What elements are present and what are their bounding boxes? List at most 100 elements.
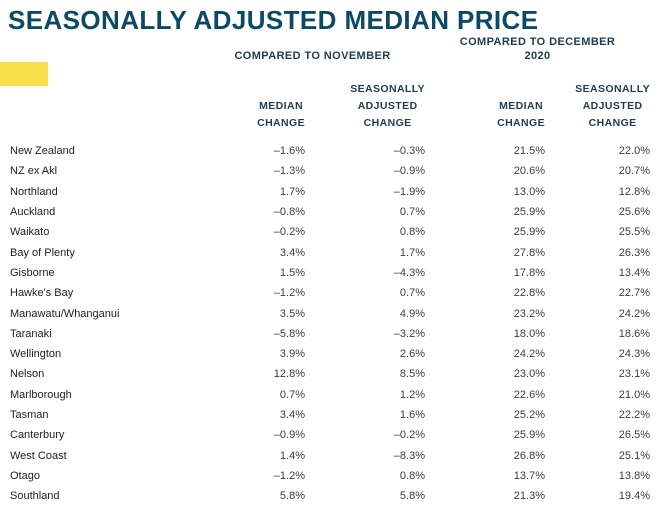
value-cell: 0.7% [399,287,425,300]
table-row: Tasman 3.4% 1.6% 25.2% 22.2% [0,405,660,425]
table-row: Southland 5.8% 5.8% 21.3% 19.4% [0,486,660,506]
value-cell: –0.8% [273,206,305,219]
value-cell: –3.2% [393,327,425,340]
yellow-accent-bar [0,62,48,86]
value-cell: 26.3% [618,246,650,259]
value-cell: 20.6% [513,165,545,178]
table-row: Nelson 12.8% 8.5% 23.0% 23.1% [0,364,660,384]
median-price-table: COMPARED TO NOVEMBER COMPARED TO DECEMBE… [0,35,660,506]
value-cell: –1.2% [273,469,305,482]
value-cell: –8.3% [393,449,425,462]
region-name: Canterbury [10,429,65,442]
value-cell: 25.9% [513,226,545,239]
column-header-cell: MEDIAN CHANGE [425,98,545,132]
value-cell: 0.8% [399,226,425,239]
table-row: Wellington 3.9% 2.6% 24.2% 24.3% [0,344,660,364]
value-cell: 25.6% [618,206,650,219]
value-cell: 22.7% [618,287,650,300]
column-header-cell: SEASONALLY ADJUSTED CHANGE [545,81,650,132]
value-cell: –1.9% [393,185,425,198]
table-row: Canterbury –0.9% –0.2% 25.9% 26.5% [0,425,660,445]
group-header-december-2020: COMPARED TO DECEMBER 2020 [459,36,616,62]
value-cell: –1.3% [273,165,305,178]
table-row: Waikato –0.2% 0.8% 25.9% 25.5% [0,222,660,242]
region-name: Bay of Plenty [10,246,75,259]
value-cell: 1.2% [399,388,425,401]
value-cell: 5.8% [399,490,425,503]
value-cell: 1.7% [399,246,425,259]
table-row: Marlborough 0.7% 1.2% 22.6% 21.0% [0,385,660,405]
value-cell: 0.8% [399,469,425,482]
region-name: Wellington [10,348,62,361]
value-cell: 1.4% [279,449,305,462]
value-cell: 21.5% [513,145,545,158]
value-cell: –0.2% [393,429,425,442]
value-cell: 4.9% [399,307,425,320]
region-name: West Coast [10,449,67,462]
table-row: New Zealand –1.6% –0.3% 21.5% 22.0% [0,141,660,161]
value-cell: 24.2% [513,348,545,361]
region-name: Auckland [10,206,56,219]
page-title: SEASONALLY ADJUSTED MEDIAN PRICE [8,5,539,35]
value-cell: 8.5% [399,368,425,381]
value-cell: 27.8% [513,246,545,259]
value-cell: 22.8% [513,287,545,300]
region-name: Nelson [10,368,45,381]
region-name: Southland [10,490,60,503]
table-row: Manawatu/Whanganui 3.5% 4.9% 23.2% 24.2% [0,303,660,323]
value-cell: 12.8% [273,368,305,381]
region-name: Gisborne [10,266,55,279]
value-cell: –0.9% [393,165,425,178]
value-cell: 21.0% [618,388,650,401]
table-row: Auckland –0.8% 0.7% 25.9% 25.6% [0,202,660,222]
table-row: Hawke's Bay –1.2% 0.7% 22.8% 22.7% [0,283,660,303]
region-name: Manawatu/Whanganui [10,307,120,320]
value-cell: 12.8% [618,185,650,198]
value-cell: 13.7% [513,469,545,482]
region-name: Waikato [10,226,50,239]
region-name: Hawke's Bay [10,287,74,300]
value-cell: –0.2% [273,226,305,239]
value-cell: –1.2% [273,287,305,300]
value-cell: 3.4% [279,409,305,421]
value-cell: 2.6% [399,348,425,361]
value-cell: 3.4% [279,246,305,259]
table-row: Gisborne 1.5% –4.3% 17.8% 13.4% [0,263,660,283]
table-row: Otago –1.2% 0.8% 13.7% 13.8% [0,466,660,486]
value-cell: 1.5% [279,266,305,279]
value-cell: 23.0% [513,368,545,381]
value-cell: 26.5% [618,429,650,442]
value-cell: 23.2% [513,307,545,320]
table-row: NZ ex Akl –1.3% –0.9% 20.6% 20.7% [0,161,660,181]
value-cell: 25.2% [513,409,545,421]
value-cell: 1.6% [399,409,425,421]
value-cell: 24.2% [618,307,650,320]
value-cell: 22.2% [618,409,650,421]
value-cell: 13.8% [618,469,650,482]
value-cell: 25.1% [618,449,650,462]
column-header-median-change-dec: MEDIAN CHANGE [497,100,545,129]
table-row: Northland 1.7% –1.9% 13.0% 12.8% [0,182,660,202]
region-name: Northland [10,185,58,198]
value-cell: 26.8% [513,449,545,462]
value-cell: 17.8% [513,266,545,279]
value-cell: –0.3% [393,145,425,158]
column-header-seasonally-adjusted-change-nov: SEASONALLY ADJUSTED CHANGE [350,83,425,129]
value-cell: –5.8% [273,327,305,340]
table-body: New Zealand –1.6% –0.3% 21.5% 22.0% NZ ex Akl… [0,141,660,506]
value-cell: 22.0% [618,145,650,158]
table-row: Taranaki –5.8% –3.2% 18.0% 18.6% [0,324,660,344]
value-cell: –4.3% [393,266,425,279]
region-name: NZ ex Akl [10,165,58,178]
region-name: Otago [10,469,40,482]
column-header-cell: SEASONALLY ADJUSTED CHANGE [305,81,425,132]
value-cell: –0.9% [273,429,305,442]
column-header-seasonally-adjusted-change-dec: SEASONALLY ADJUSTED CHANGE [575,83,650,129]
table-row: Bay of Plenty 3.4% 1.7% 27.8% 26.3% [0,242,660,262]
value-cell: 18.6% [618,327,650,340]
region-name: New Zealand [10,145,75,158]
value-cell: 19.4% [618,490,650,503]
column-header-cell: MEDIAN CHANGE [200,98,305,132]
region-name: Taranaki [10,327,52,340]
value-cell: 13.0% [513,185,545,198]
